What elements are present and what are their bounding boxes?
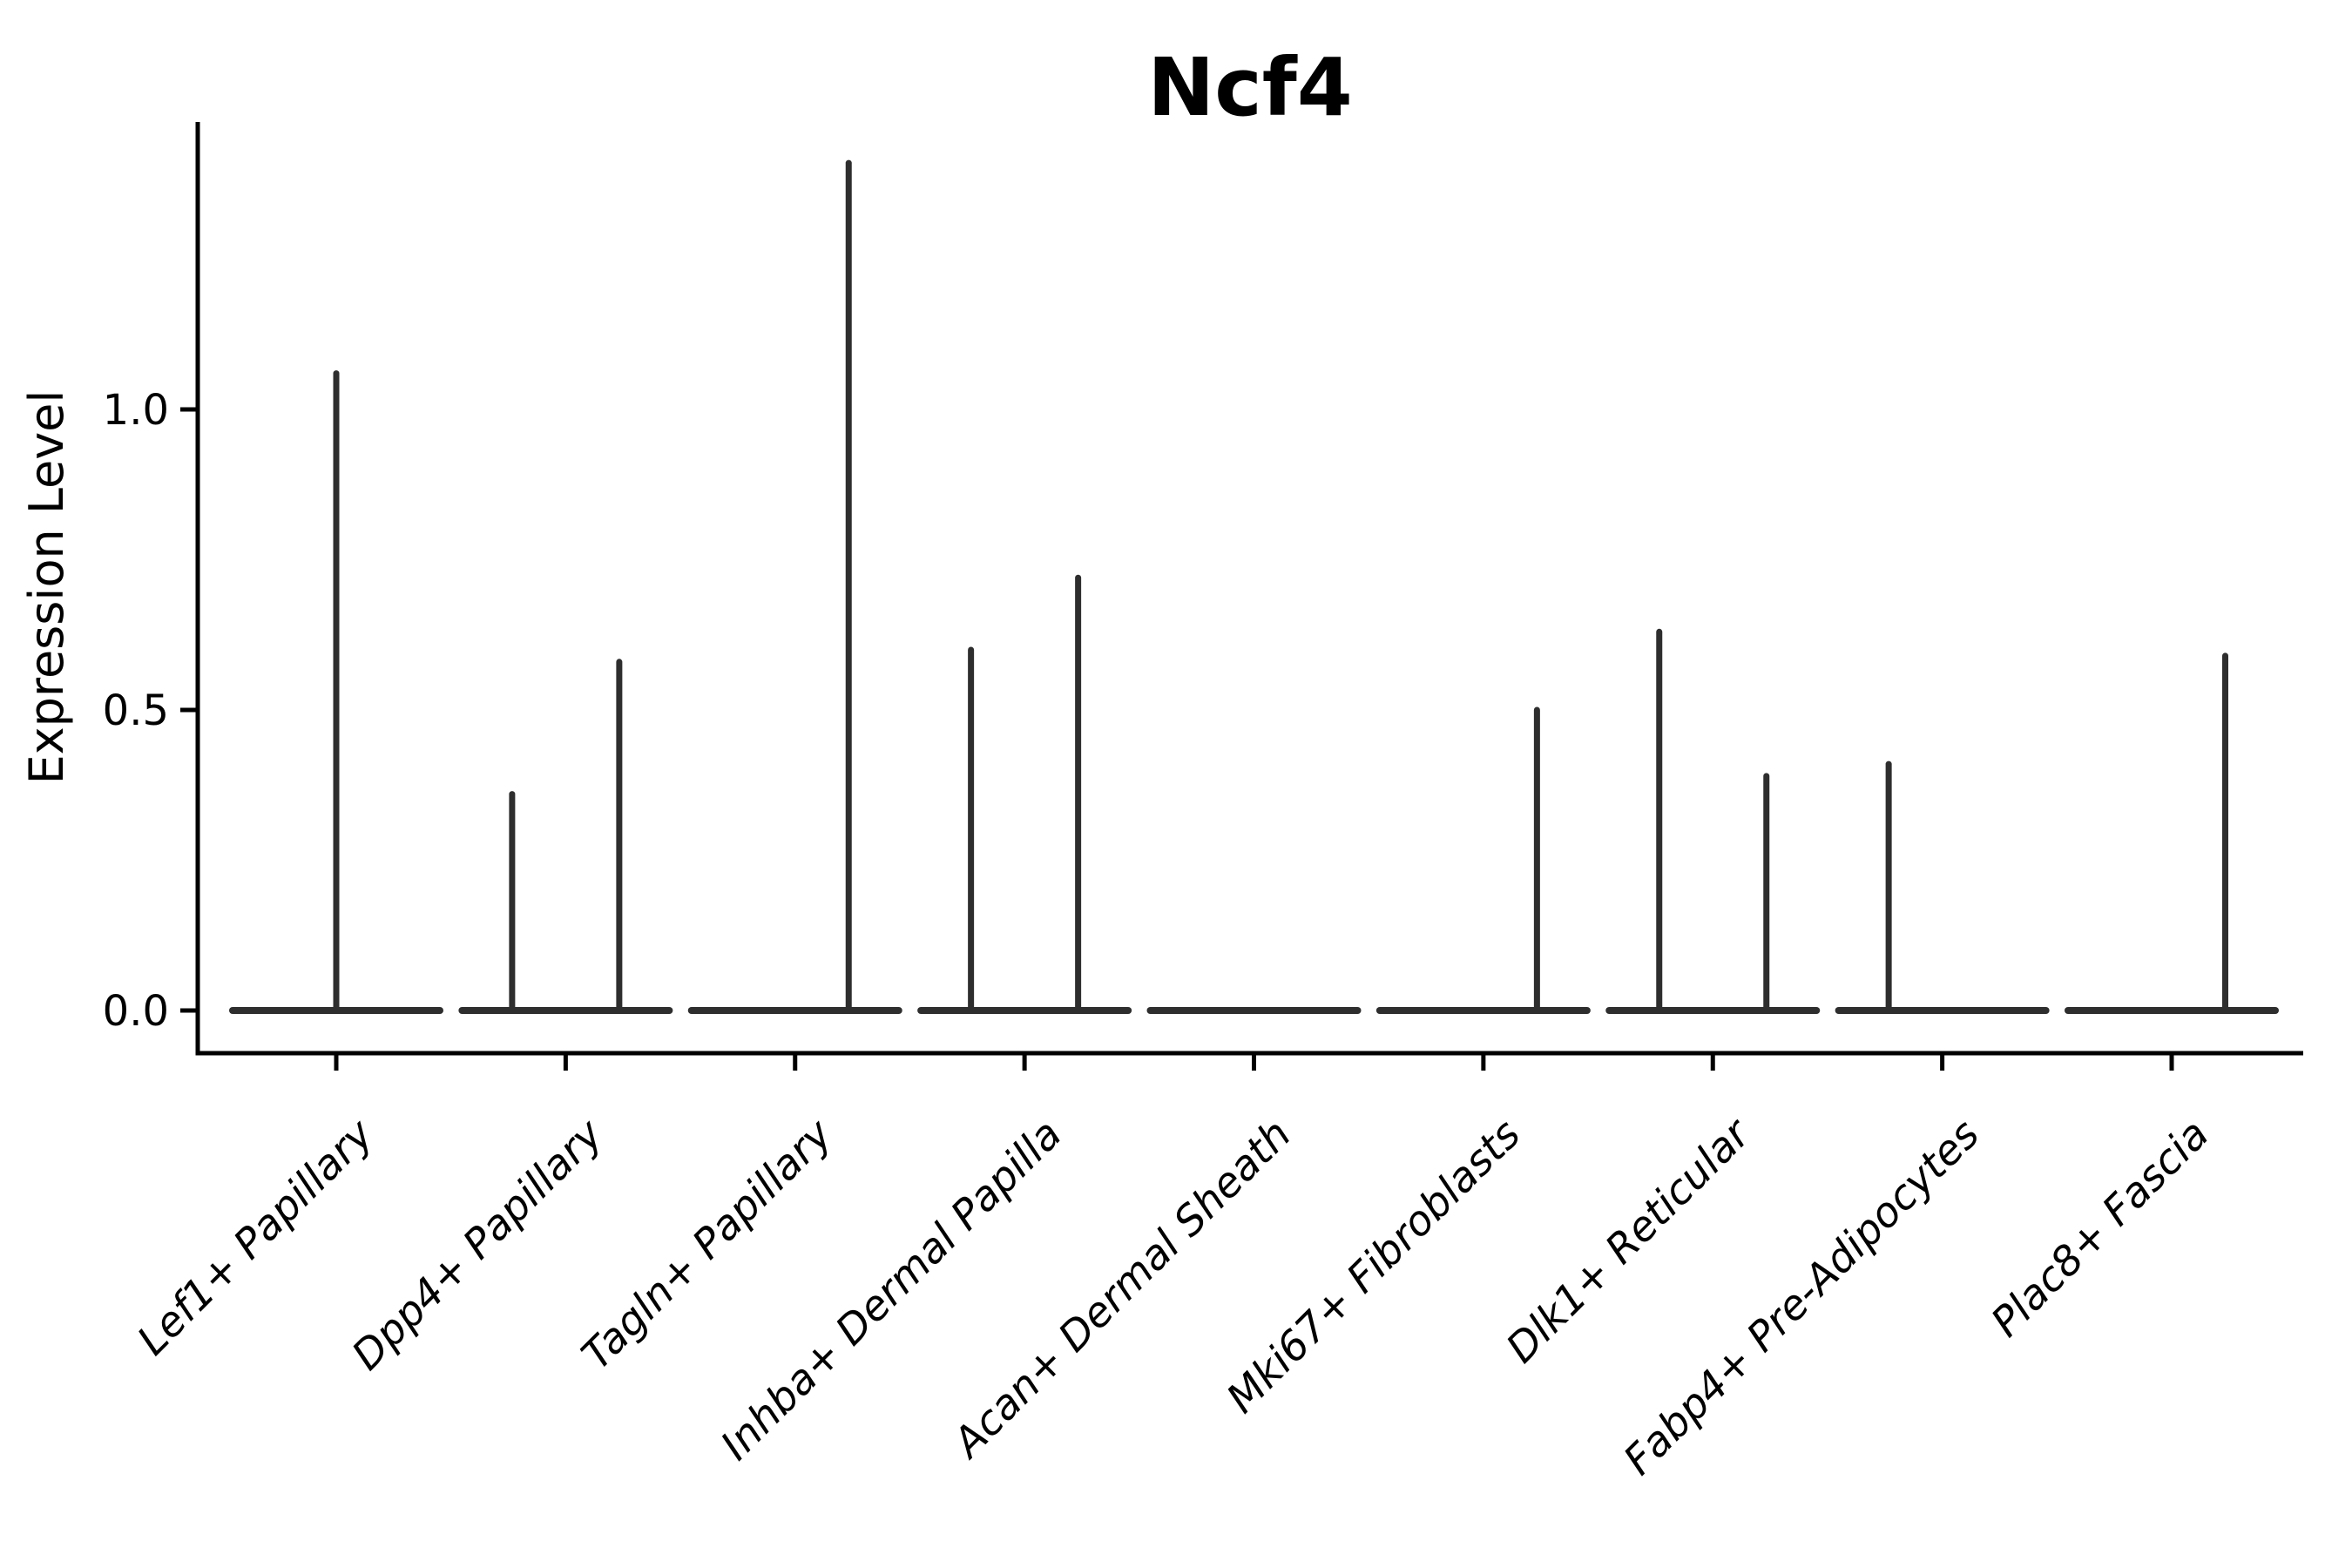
x-tick-label: Tagln+ Papillary	[572, 1110, 842, 1380]
y-tick-label: 0.5	[103, 686, 169, 735]
x-tick-label: Lef1+ Papillary	[128, 1110, 383, 1365]
x-tick-label: Dpp4+ Papillary	[343, 1110, 613, 1380]
chart-title: Ncf4	[1147, 41, 1353, 134]
y-axis-title: Expression Level	[19, 390, 74, 785]
x-tick-label: Dlk1+ Reticular	[1497, 1109, 1761, 1373]
violin-marks	[229, 159, 2279, 1014]
x-tick-label: Plac8+ Fascia	[1982, 1111, 2218, 1347]
y-tick-label: 0.0	[103, 987, 169, 1036]
y-tick-label: 1.0	[103, 386, 169, 435]
